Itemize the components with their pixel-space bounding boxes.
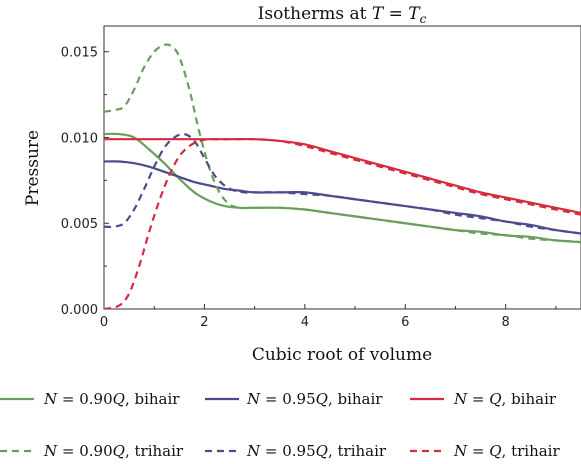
series-line-blue-dashed: [104, 132, 581, 235]
chart-title-sub: c: [420, 12, 427, 26]
legend-label: N = 0.95Q, bihair: [246, 390, 383, 408]
series-line-green-dashed: [104, 43, 581, 244]
x-tick-label: 0: [100, 315, 108, 330]
plot-frame: [103, 25, 581, 310]
series-layer: [104, 43, 581, 309]
x-tick-label: 2: [200, 315, 208, 330]
y-tick-label: 0.015: [61, 46, 98, 61]
legend-label: N = Q, trihair: [453, 442, 560, 460]
chart-title: Isotherms at T = Tc: [258, 4, 427, 26]
series-line-green-solid: [104, 132, 581, 244]
y-tick-label: 0.005: [61, 217, 98, 232]
axis-ticks: 0 2 4 6 8 0.000 0.005 0.010 0.015: [61, 46, 557, 330]
x-tick-label: 6: [401, 315, 409, 330]
chart-title-var2: T: [408, 4, 421, 24]
legend: N = 0.90Q, bihair N = 0.95Q, bihair N = Q,…: [0, 390, 560, 460]
series-line-red-dashed: [104, 137, 581, 309]
legend-label: N = 0.95Q, trihair: [246, 442, 387, 460]
chart-title-eq: =: [383, 4, 408, 24]
chart-title-var1: T: [372, 4, 385, 24]
chart-title-prefix: Isotherms at: [258, 4, 372, 24]
x-tick-label: 8: [502, 315, 510, 330]
x-axis-title: Cubic root of volume: [252, 345, 432, 365]
legend-label: N = Q, bihair: [453, 390, 557, 408]
y-axis-title: Pressure: [23, 130, 43, 206]
legend-label: N = 0.90Q, trihair: [43, 442, 184, 460]
y-tick-label: 0.010: [61, 131, 98, 146]
x-tick-label: 4: [301, 315, 309, 330]
series-line-red-solid: [104, 137, 581, 215]
legend-label: N = 0.90Q, bihair: [43, 390, 180, 408]
y-tick-label: 0.000: [61, 303, 98, 318]
